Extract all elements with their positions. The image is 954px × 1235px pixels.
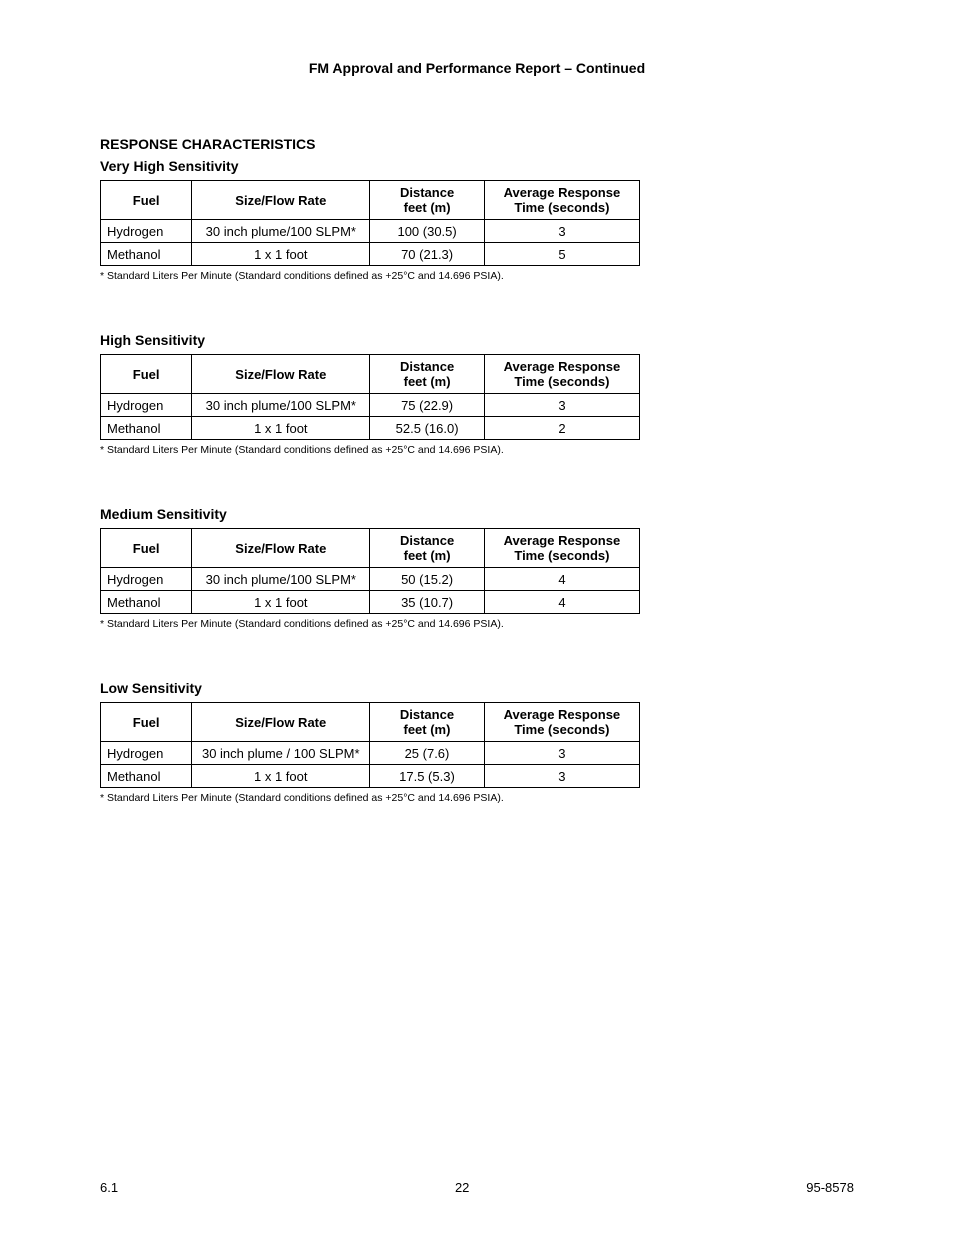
col-fuel: Fuel <box>101 703 192 742</box>
table-row: Hydrogen 30 inch plume/100 SLPM* 100 (30… <box>101 220 640 243</box>
table-row: Methanol 1 x 1 foot 17.5 (5.3) 3 <box>101 765 640 788</box>
footer-left: 6.1 <box>100 1180 118 1195</box>
table-row: Methanol 1 x 1 foot 35 (10.7) 4 <box>101 591 640 614</box>
table-title-low: Low Sensitivity <box>100 680 854 696</box>
table-title-very-high: Very High Sensitivity <box>100 158 854 174</box>
col-distance: Distancefeet (m) <box>370 181 485 220</box>
page-header: FM Approval and Performance Report – Con… <box>100 60 854 76</box>
table-high: Fuel Size/Flow Rate Distancefeet (m) Ave… <box>100 354 640 440</box>
table-title-high: High Sensitivity <box>100 332 854 348</box>
footnote-high: * Standard Liters Per Minute (Standard c… <box>100 444 854 456</box>
table-row: Hydrogen 30 inch plume/100 SLPM* 75 (22.… <box>101 394 640 417</box>
footer-center: 22 <box>455 1180 469 1195</box>
col-distance: Distancefeet (m) <box>370 703 485 742</box>
col-fuel: Fuel <box>101 529 192 568</box>
footnote-low: * Standard Liters Per Minute (Standard c… <box>100 792 854 804</box>
section-heading: RESPONSE CHARACTERISTICS <box>100 136 854 152</box>
col-time: Average ResponseTime (seconds) <box>484 181 639 220</box>
table-row: Methanol 1 x 1 foot 70 (21.3) 5 <box>101 243 640 266</box>
col-time: Average ResponseTime (seconds) <box>484 529 639 568</box>
col-fuel: Fuel <box>101 355 192 394</box>
table-very-high: Fuel Size/Flow Rate Distancefeet (m) Ave… <box>100 180 640 266</box>
col-time: Average ResponseTime (seconds) <box>484 703 639 742</box>
col-size: Size/Flow Rate <box>192 529 370 568</box>
table-low: Fuel Size/Flow Rate Distancefeet (m) Ave… <box>100 702 640 788</box>
table-medium: Fuel Size/Flow Rate Distancefeet (m) Ave… <box>100 528 640 614</box>
table-row: Methanol 1 x 1 foot 52.5 (16.0) 2 <box>101 417 640 440</box>
footer-right: 95-8578 <box>806 1180 854 1195</box>
page-footer: 6.1 22 95-8578 <box>100 1180 854 1195</box>
col-size: Size/Flow Rate <box>192 703 370 742</box>
table-row: Hydrogen 30 inch plume / 100 SLPM* 25 (7… <box>101 742 640 765</box>
table-row: Hydrogen 30 inch plume/100 SLPM* 50 (15.… <box>101 568 640 591</box>
col-fuel: Fuel <box>101 181 192 220</box>
col-time: Average ResponseTime (seconds) <box>484 355 639 394</box>
col-distance: Distancefeet (m) <box>370 529 485 568</box>
col-distance: Distancefeet (m) <box>370 355 485 394</box>
footnote-very-high: * Standard Liters Per Minute (Standard c… <box>100 270 854 282</box>
table-title-medium: Medium Sensitivity <box>100 506 854 522</box>
col-size: Size/Flow Rate <box>192 355 370 394</box>
footnote-medium: * Standard Liters Per Minute (Standard c… <box>100 618 854 630</box>
col-size: Size/Flow Rate <box>192 181 370 220</box>
